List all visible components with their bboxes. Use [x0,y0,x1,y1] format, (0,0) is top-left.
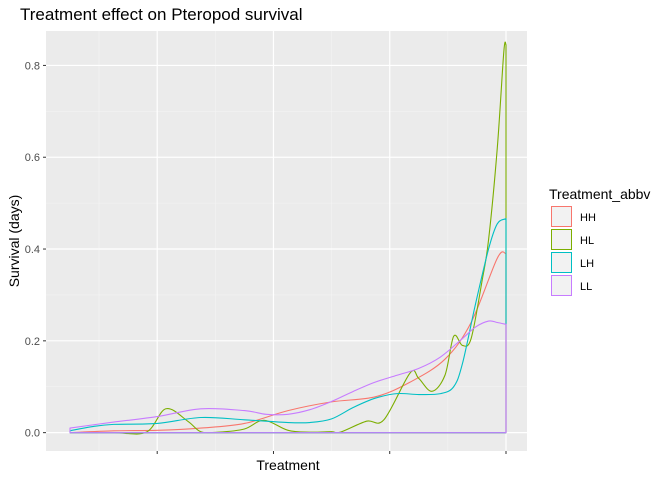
legend-label-lh: LH [580,258,594,270]
series-line-ll [69,320,507,434]
legend-key-bg [551,229,572,250]
y-axis-title: Survival (days) [6,195,22,288]
chart-title: Treatment effect on Pteropod survival [20,5,303,24]
legend-key-hl [551,229,572,250]
legend-key-ll [551,275,572,296]
legend-label-hl: HL [580,235,594,247]
y-tick-label: 0.4 [25,244,40,256]
series-line-hl [69,41,507,435]
y-tick-label: 0.6 [25,152,40,164]
legend-key-hh [551,206,572,227]
legend-label-hh: HH [580,212,596,224]
legend-key-lh [551,252,572,273]
y-tick-label: 0.8 [25,60,40,72]
legend-key-bg [551,252,572,273]
x-axis-title: Treatment [256,457,319,473]
minor-gridlines [46,31,527,451]
legend-key-bg [551,206,572,227]
legend-key-bg [551,275,572,296]
plot-panel [46,31,527,451]
legend-label-ll: LL [580,281,592,293]
series-line-lh [69,218,507,434]
y-axis: 0.0 0.2 0.4 0.6 0.8 [25,60,46,440]
y-tick-label: 0.2 [25,336,40,348]
series-layer [69,41,507,435]
series-line-hh [69,251,507,434]
legend-title: Treatment_abbv [549,186,650,202]
y-tick-label: 0.0 [25,428,40,440]
x-axis [156,451,507,454]
legend: Treatment_abbv HH HL LH LL [549,186,650,296]
